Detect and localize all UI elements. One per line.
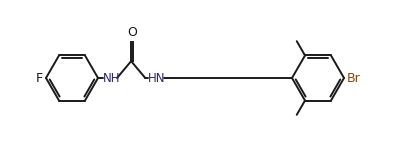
Text: O: O [127,26,137,39]
Text: HN: HN [148,72,166,84]
Text: Br: Br [347,72,361,84]
Text: F: F [36,72,43,84]
Text: NH: NH [103,72,120,84]
